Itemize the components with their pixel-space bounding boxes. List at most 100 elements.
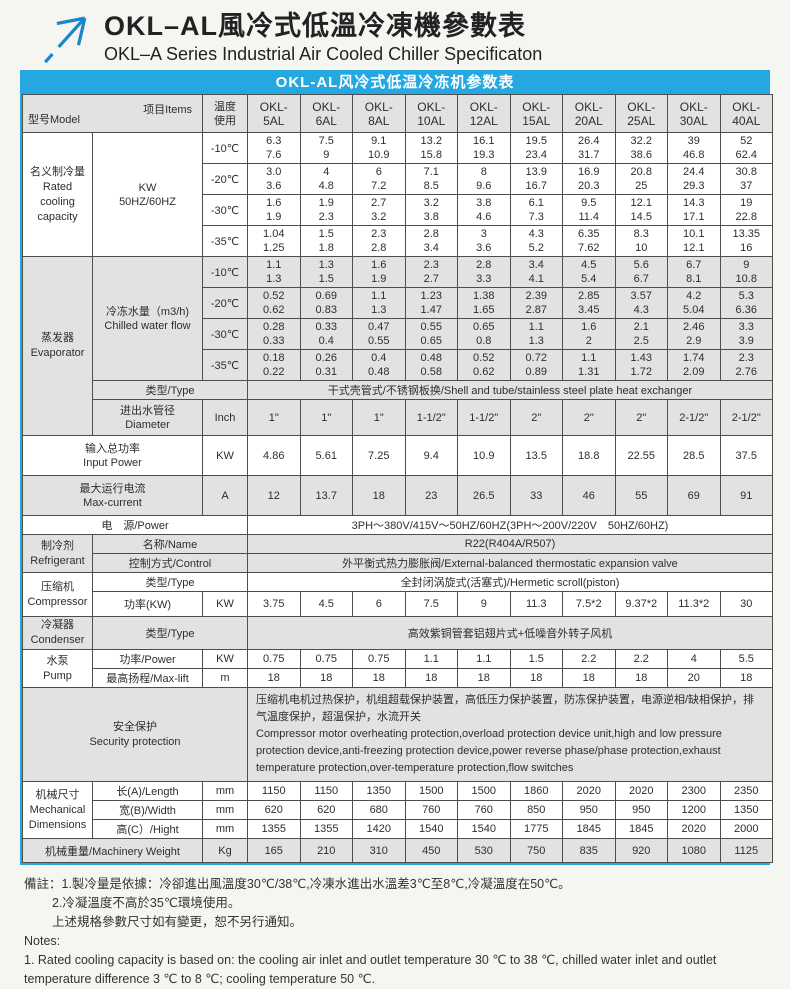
value-cell-dual: 0.65 0.8	[457, 318, 511, 350]
value-cell-dual: 16.9 20.3	[562, 163, 616, 195]
value-cell-dual: 7.1 8.5	[404, 163, 458, 195]
value-cell: 1"	[299, 399, 353, 436]
value-cell-dual: 39 46.8	[667, 132, 721, 164]
value-cell: 1-1/2"	[404, 399, 458, 436]
value-cell: 18	[614, 668, 668, 688]
value-cell-dual: 4 4.8	[299, 163, 353, 195]
pump-lift-unit: m	[202, 668, 248, 688]
dimension-length-label: 长(A)/Length	[92, 781, 203, 801]
section-label-evaporator: 蒸发器 Evaporator	[22, 256, 93, 436]
value-cell-dual: 2.8 3.4	[404, 225, 458, 257]
table-row: 机械尺寸 Mechanical Dimensions 长(A)/Length m…	[22, 781, 773, 839]
value-cell: 850	[509, 800, 563, 820]
value-cell: 1"	[247, 399, 301, 436]
power-supply-value: 3PH～380V/415V～50HZ/60HZ(3PH～200V/220V 50…	[247, 515, 773, 535]
value-cell: 0.75	[247, 649, 301, 669]
value-cell-dual: 1.5 1.8	[299, 225, 353, 257]
value-cell-dual: 2.3 2.7	[404, 256, 458, 288]
power-supply-label: 电 源/Power	[22, 515, 248, 535]
temp-cell: -10℃	[202, 132, 248, 164]
value-cell-dual: 0.26 0.31	[299, 349, 353, 381]
section-label-refrigerant: 制冷剂 Refrigerant	[22, 534, 93, 573]
value-cell-dual: 1.43 1.72	[614, 349, 668, 381]
value-cell: 530	[457, 838, 511, 863]
dimension-width-label: 宽(B)/Width	[92, 800, 203, 820]
value-cell-dual: 13.9 16.7	[509, 163, 563, 195]
value-cell-dual: 1.23 1.47	[404, 287, 458, 319]
model-header-cell: OKL- 40AL	[719, 94, 773, 133]
value-cell: 760	[404, 800, 458, 820]
value-cell-dual: 0.72 0.89	[509, 349, 563, 381]
section-label-pump: 水泵 Pump	[22, 649, 93, 688]
value-cell: 1355	[247, 819, 301, 839]
value-cell: 2020	[562, 781, 616, 801]
table-row: 类型/Type 干式壳管式/不锈钢板换/Shell and tube/stain…	[23, 380, 773, 400]
value-cell: 37.5	[719, 435, 773, 476]
value-cell-dual: 24.4 29.3	[667, 163, 721, 195]
security-text-en: Compressor motor overheating protection,…	[256, 728, 722, 774]
section-label-dimensions: 机械尺寸 Mechanical Dimensions	[22, 781, 93, 839]
evaporator-type-label: 类型/Type	[92, 380, 248, 400]
value-cell-dual: 52 62.4	[719, 132, 773, 164]
table-row: 水泵 Pump 功率/Power KW 0.75 0.75 0.75 1.1 1.1 1.…	[22, 649, 773, 688]
value-cell-dual: 0.52 0.62	[247, 287, 301, 319]
value-cell-dual: 26.4 31.7	[562, 132, 616, 164]
value-cell: 2.2	[562, 649, 616, 669]
value-cell: 210	[299, 838, 353, 863]
table-row: 输入总功率 Input Power KW 4.86 5.61 7.25 9.4 10.9…	[22, 435, 773, 476]
note-line: 1. Rated cooling capacity is based on: t…	[24, 953, 717, 986]
value-cell: 4.86	[247, 435, 301, 476]
pump-power-label: 功率/Power	[92, 649, 203, 669]
compressor-type-value: 全封闭涡旋式(活塞式)/Hermetic scroll(piston)	[247, 572, 773, 592]
value-cell: 2-1/2"	[667, 399, 721, 436]
value-cell: 1350	[352, 781, 406, 801]
value-cell-dual: 6.1 7.3	[509, 194, 563, 226]
value-cell: 23	[404, 475, 458, 516]
model-header-cell: OKL- 25AL	[614, 94, 668, 133]
value-cell-dual: 8 9.6	[457, 163, 511, 195]
refrigerant-control-label: 控制方式/Control	[92, 553, 248, 573]
weight-unit: Kg	[202, 838, 248, 863]
value-cell: 2020	[614, 781, 668, 801]
value-cell-dual: 19.5 23.4	[509, 132, 563, 164]
value-cell: 9.37*2	[614, 591, 668, 617]
value-cell-dual: 6.35 7.62	[562, 225, 616, 257]
value-cell-dual: 6.3 7.6	[247, 132, 301, 164]
page-title: OKL–AL風冷式低溫冷凍機參數表	[104, 11, 526, 41]
value-cell-dual: 3.8 4.6	[457, 194, 511, 226]
value-cell-dual: 13.2 15.8	[404, 132, 458, 164]
value-cell: 13.5	[509, 435, 563, 476]
value-cell-dual: 1.1 1.3	[247, 256, 301, 288]
model-header-cell: OKL- 30AL	[667, 94, 721, 133]
corner-cell: 型号Model 项目Items	[22, 94, 203, 133]
max-current-label: 最大运行电流 Max-current	[22, 475, 203, 516]
spec-table: 型号Model 项目Items 温度 使用 OKL- 5AL OKL- 6AL OKL-…	[22, 94, 773, 863]
value-cell: 950	[562, 800, 616, 820]
value-cell: 1860	[509, 781, 563, 801]
value-cell-dual: 3.0 3.6	[247, 163, 301, 195]
temp-cell: -35℃	[202, 349, 248, 381]
table-row: 制冷剂 Refrigerant 名称/Name R22(R404A/R507)	[22, 534, 773, 573]
value-cell: 1150	[247, 781, 301, 801]
model-header-cell: OKL- 6AL	[299, 94, 353, 133]
value-cell: 2"	[509, 399, 563, 436]
value-cell-dual: 1.04 1.25	[247, 225, 301, 257]
compressor-power-label: 功率(KW)	[92, 591, 203, 617]
page-header: OKL–AL風冷式低溫冷凍機參數表 OKL–A Series Industria…	[0, 0, 790, 70]
refrigerant-name-label: 名称/Name	[92, 534, 248, 554]
value-cell-dual: 1.1 1.3	[352, 287, 406, 319]
dimension-width-unit: mm	[202, 800, 248, 820]
temp-cell: -35℃	[202, 225, 248, 257]
model-header-cell: OKL- 15AL	[509, 94, 563, 133]
model-header-cell: OKL- 8AL	[352, 94, 406, 133]
value-cell: 11.3*2	[667, 591, 721, 617]
value-cell-dual: 1.1 1.3	[509, 318, 563, 350]
value-cell: 1200	[667, 800, 721, 820]
table-header-row: 型号Model 项目Items 温度 使用 OKL- 5AL OKL- 6AL OKL-…	[22, 94, 773, 133]
security-text-cell: 压缩机电机过热保护，机组超载保护装置，高低压力保护装置，防冻保护装置，电源逆相/…	[247, 687, 773, 782]
pump-power-unit: KW	[202, 649, 248, 669]
value-cell: 18	[247, 668, 301, 688]
value-cell: 18	[404, 668, 458, 688]
value-cell: 1.1	[404, 649, 458, 669]
value-cell: 13.7	[299, 475, 353, 516]
